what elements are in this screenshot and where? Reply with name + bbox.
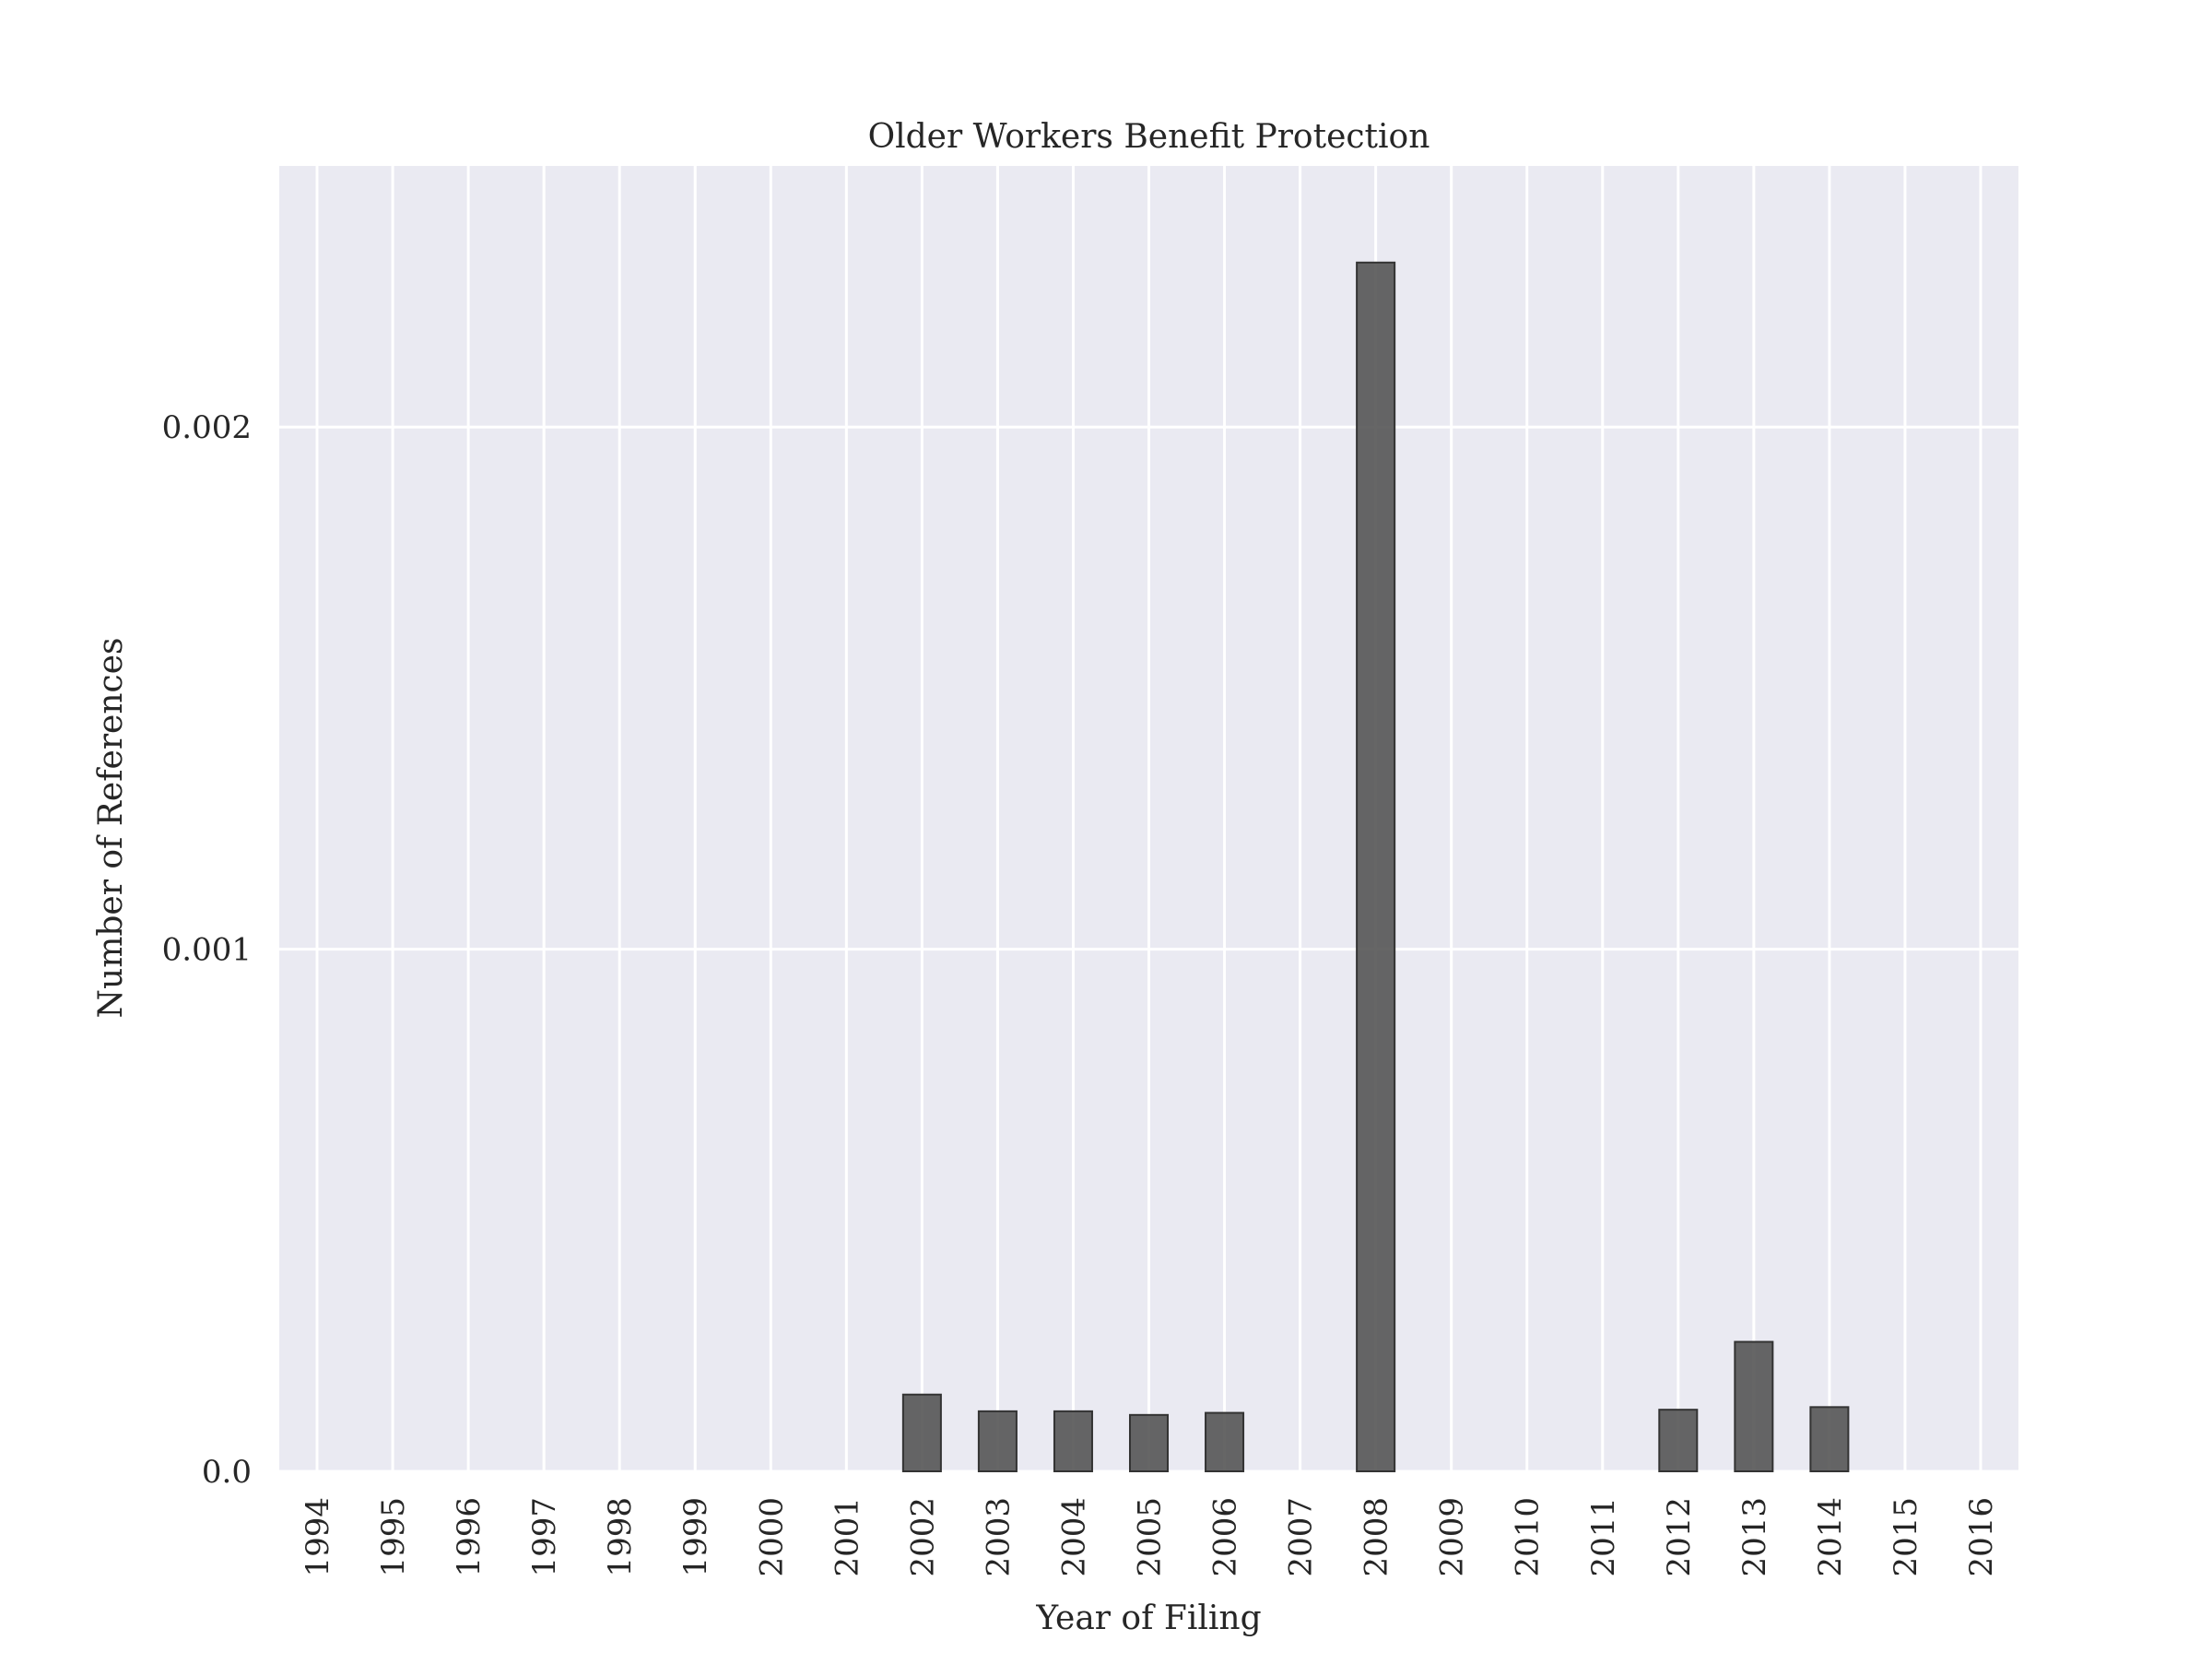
x-tick-label: 1999 [677, 1497, 714, 1577]
x-tick-label: 2007 [1283, 1497, 1320, 1577]
x-tick-label: 2006 [1207, 1497, 1244, 1577]
bar-2008 [1356, 261, 1396, 1472]
bar-2005 [1128, 1413, 1170, 1473]
bar-2003 [977, 1410, 1018, 1473]
x-tick-label: 2010 [1510, 1497, 1547, 1577]
y-axis-label: Number of References [92, 638, 130, 1019]
chart-title: Older Workers Benefit Protection [868, 118, 1430, 156]
y-tick-label: 0.001 [162, 932, 252, 969]
x-tick-label: 1998 [602, 1497, 639, 1577]
bar-2013 [1734, 1340, 1774, 1473]
x-tick-label: 2004 [1055, 1497, 1092, 1577]
x-axis-label: Year of Filing [1035, 1599, 1261, 1637]
x-tick-label: 2014 [1812, 1497, 1849, 1577]
x-tick-label: 2001 [829, 1497, 865, 1577]
x-tick-label: 1997 [526, 1497, 563, 1577]
x-tick-labels: 1994 1995 1996 1997 1998 1999 2000 2001 2002 2003… [300, 1497, 2000, 1577]
x-tick-label: 2012 [1661, 1497, 1698, 1577]
x-tick-label: 2005 [1132, 1497, 1169, 1577]
bar-2004 [1053, 1410, 1093, 1473]
x-tick-label: 2002 [904, 1497, 941, 1577]
y-tick-label: 0.002 [162, 409, 252, 446]
bars [901, 261, 1850, 1473]
bar-2002 [901, 1393, 942, 1473]
x-tick-label: 2011 [1585, 1497, 1622, 1577]
y-tick-label: 0.0 [202, 1454, 252, 1491]
x-tick-label: 2003 [980, 1497, 1017, 1577]
bar-2014 [1809, 1406, 1850, 1472]
x-tick-label: 2015 [1888, 1497, 1924, 1577]
x-tick-label: 2008 [1359, 1497, 1395, 1577]
x-tick-label: 1995 [375, 1497, 412, 1577]
y-tick-labels: 0.0 0.001 0.002 [162, 409, 252, 1491]
x-tick-label: 2016 [1963, 1497, 2000, 1577]
x-tick-label: 2000 [753, 1497, 790, 1577]
bar-2012 [1658, 1409, 1699, 1472]
x-tick-label: 2009 [1434, 1497, 1471, 1577]
x-tick-label: 2013 [1736, 1497, 1773, 1577]
bar-2006 [1205, 1411, 1245, 1473]
x-tick-label: 1996 [451, 1497, 488, 1577]
x-tick-label: 1994 [300, 1497, 336, 1577]
